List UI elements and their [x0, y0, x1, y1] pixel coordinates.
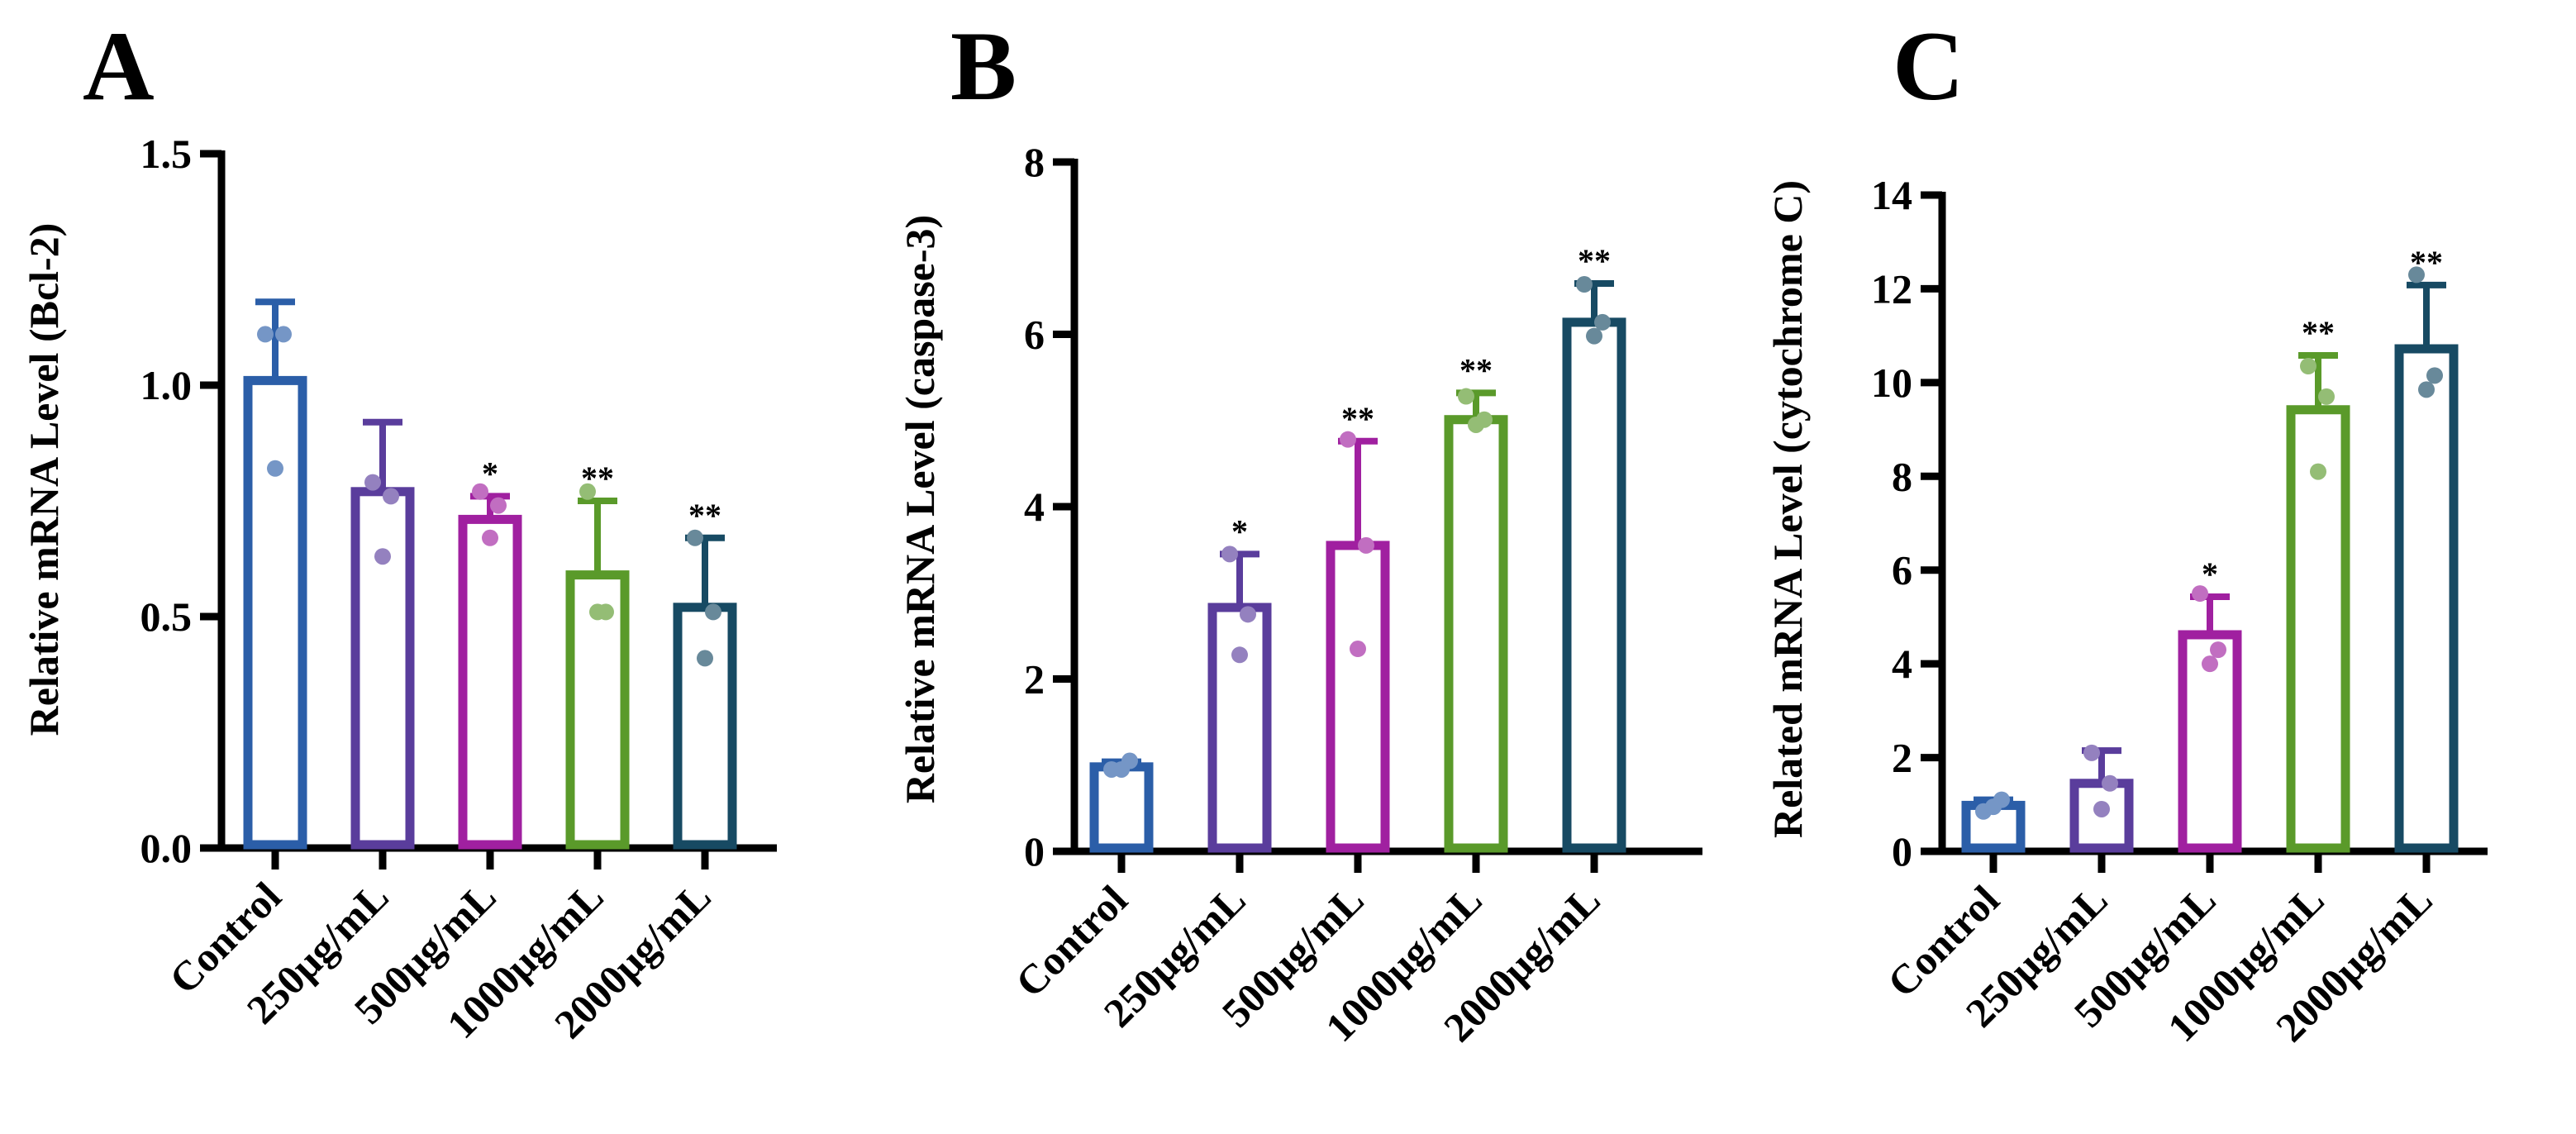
panel-c-y-tick-label: 10	[1871, 360, 1912, 406]
panel-a-data-point	[364, 474, 381, 491]
panel-a-data-point	[490, 497, 507, 514]
panel-c-significance-label: **	[2410, 244, 2443, 281]
panel-c-y-axis-label: Related mRNA Level (cytochrome C)	[1764, 180, 1811, 838]
panel-b-bar	[1562, 317, 1626, 853]
panel-b-data-point	[1576, 276, 1593, 293]
panel-c-data-point	[2408, 266, 2425, 284]
panel-c-y-tick-label: 4	[1892, 641, 1912, 687]
panel-b-letter: B	[950, 11, 1017, 121]
panel-b-y-tick-label: 2	[1024, 656, 1045, 703]
panel-b-bar	[1207, 603, 1272, 853]
panel-a-y-tick-label: 1.5	[140, 131, 193, 177]
panel-b-data-point	[1113, 760, 1130, 778]
panel-b-data-point	[1586, 327, 1602, 345]
panel-c-data-point	[2102, 774, 2118, 792]
panel-a-bar	[458, 514, 522, 850]
panel-b-bar	[1089, 762, 1154, 853]
panel-b-y-axis-label: Relative mRNA Level (caspase-3)	[897, 215, 943, 803]
panel-a-data-point	[275, 326, 292, 343]
panel-a: A Relative mRNA Level (Bcl-2) 0.0 0.5 1.0 1…	[21, 11, 777, 1047]
panel-a-significance-label: *	[482, 455, 498, 492]
panel-b-data-point	[1340, 431, 1356, 448]
panel-a-data-point	[383, 488, 399, 505]
panel-a-y-tick-label: 1.0	[140, 362, 193, 408]
panel-a-data-point	[705, 603, 721, 621]
panel-c-significance-label: *	[2202, 555, 2218, 593]
panel-b-data-point	[1240, 606, 1256, 623]
panel-a-significance-label: **	[581, 460, 614, 497]
panel-a-y-tick-label: 0.5	[140, 593, 193, 640]
panel-a-bar	[673, 603, 737, 850]
panel-c-data-point	[2310, 463, 2326, 480]
panel-c-data-point	[2418, 381, 2435, 398]
panel-b-y-tick-label: 0	[1024, 828, 1045, 874]
panel-c-y-tick-label: 2	[1892, 735, 1912, 781]
panel-b-data-point	[1468, 416, 1484, 433]
panel-a-data-point	[579, 483, 596, 500]
panel-c: C Related mRNA Level (cytochrome C) 0 2 4 6…	[1764, 11, 2488, 1051]
panel-a-data-point	[589, 603, 606, 621]
panel-a-data-point	[687, 529, 703, 546]
panel-a-letter: A	[83, 11, 155, 121]
panel-b-data-point	[1458, 388, 1474, 405]
panel-a-data-point	[697, 650, 713, 667]
panel-b-data-point	[1350, 641, 1366, 658]
panel-c-y-tick-label: 8	[1892, 453, 1912, 499]
panel-c-y-tick-label: 0	[1892, 828, 1912, 874]
panel-c-data-point	[2426, 367, 2443, 384]
panel-a-bar	[565, 570, 630, 850]
panel-b: B Relative mRNA Level (caspase-3) 02468C…	[897, 11, 1702, 1051]
panel-a-data-point	[267, 460, 283, 477]
panel-c-data-point	[2210, 641, 2226, 659]
panel-c-y-tick-label: 12	[1871, 265, 1912, 312]
panel-b-bar	[1444, 415, 1508, 853]
panel-a-data-point	[257, 326, 274, 343]
panel-c-data-point	[1985, 798, 2002, 816]
panel-a-data-point	[482, 529, 498, 546]
panel-b-y-tick-label: 4	[1024, 484, 1045, 530]
panel-a-bar	[243, 375, 307, 850]
panel-b-data-point	[1594, 313, 1611, 331]
panel-c-bar	[2394, 344, 2459, 853]
panel-c-y-tick-label: 14	[1871, 172, 1912, 218]
panel-b-significance-label: **	[1341, 400, 1374, 437]
panel-a-y-axis-label: Relative mRNA Level (Bcl-2)	[21, 223, 67, 736]
panel-c-y-tick-label: 6	[1892, 547, 1912, 593]
panel-a-data-point	[374, 548, 391, 565]
panel-c-bar	[2069, 779, 2134, 853]
panel-c-data-point	[2202, 655, 2218, 673]
panel-c-data-point	[2083, 744, 2100, 761]
panel-c-data-point	[2192, 585, 2208, 603]
panel-b-significance-label: **	[1459, 351, 1493, 388]
panel-c-letter: C	[1893, 11, 1964, 121]
panel-c-bar	[2286, 405, 2350, 853]
panel-b-y-tick-label: 6	[1024, 312, 1045, 358]
panel-b-data-point	[1358, 536, 1374, 554]
panel-a-significance-label: **	[688, 497, 721, 534]
panel-c-data-point	[2093, 800, 2110, 817]
panel-c-data-point	[2318, 388, 2335, 405]
panel-a-y-tick-label: 0.0	[140, 825, 193, 871]
panel-b-y-tick-label: 8	[1024, 139, 1045, 185]
panel-a-data-point	[472, 483, 488, 500]
panel-c-significance-label: **	[2302, 314, 2335, 351]
panel-b-bar	[1326, 541, 1390, 853]
panel-b-significance-label: **	[1578, 242, 1611, 279]
panel-b-data-point	[1221, 546, 1238, 563]
panel-c-data-point	[2300, 358, 2316, 375]
panel-b-significance-label: *	[1231, 512, 1248, 550]
panel-b-data-point	[1231, 646, 1248, 664]
panel-a-bar	[350, 487, 415, 850]
